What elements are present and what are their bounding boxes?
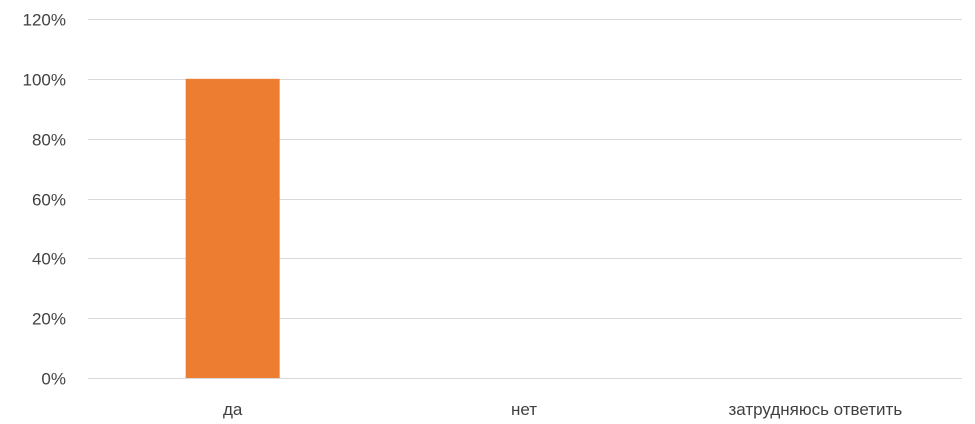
y-tick-label: 60% bbox=[32, 191, 66, 210]
x-tick-label: затрудняюсь ответить bbox=[728, 400, 902, 419]
x-tick-label: нет bbox=[511, 400, 537, 419]
y-tick-label: 0% bbox=[41, 370, 66, 389]
y-tick-label: 40% bbox=[32, 250, 66, 269]
bars bbox=[185, 78, 280, 378]
y-tick-label: 80% bbox=[32, 131, 66, 150]
y-axis-ticks: 0% 20% 40% 60% 80% 100% 120% bbox=[23, 11, 66, 389]
x-axis-ticks: да нет затрудняюсь ответить bbox=[223, 400, 902, 419]
y-tick-label: 100% bbox=[23, 71, 66, 90]
x-tick-label: да bbox=[223, 400, 243, 419]
y-tick-label: 120% bbox=[23, 11, 66, 30]
y-tick-label: 20% bbox=[32, 310, 66, 329]
bar-1 bbox=[185, 78, 280, 378]
